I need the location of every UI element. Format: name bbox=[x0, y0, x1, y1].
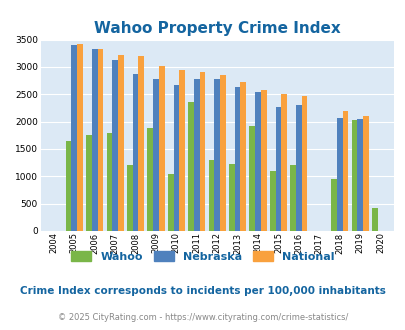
Bar bbox=[77, 44, 83, 231]
Bar bbox=[158, 66, 164, 231]
Bar bbox=[269, 171, 275, 231]
Bar bbox=[351, 120, 356, 231]
Bar bbox=[106, 133, 112, 231]
Bar bbox=[71, 45, 77, 231]
Bar bbox=[92, 49, 97, 231]
Bar bbox=[342, 111, 347, 231]
Bar bbox=[356, 119, 362, 231]
Bar bbox=[371, 208, 377, 231]
Text: Crime Index corresponds to incidents per 100,000 inhabitants: Crime Index corresponds to incidents per… bbox=[20, 286, 385, 296]
Bar bbox=[281, 94, 286, 231]
Text: © 2025 CityRating.com - https://www.cityrating.com/crime-statistics/: © 2025 CityRating.com - https://www.city… bbox=[58, 313, 347, 322]
Bar bbox=[179, 70, 185, 231]
Bar bbox=[127, 165, 132, 231]
Bar bbox=[194, 79, 199, 231]
Bar bbox=[138, 56, 144, 231]
Bar bbox=[290, 165, 295, 231]
Bar bbox=[336, 117, 342, 231]
Bar bbox=[234, 87, 240, 231]
Bar bbox=[132, 74, 138, 231]
Bar bbox=[112, 60, 118, 231]
Bar bbox=[240, 82, 245, 231]
Bar bbox=[228, 164, 234, 231]
Bar bbox=[199, 72, 205, 231]
Title: Wahoo Property Crime Index: Wahoo Property Crime Index bbox=[94, 21, 340, 36]
Bar bbox=[362, 116, 368, 231]
Bar bbox=[330, 179, 336, 231]
Bar bbox=[86, 135, 92, 231]
Bar bbox=[214, 79, 220, 231]
Bar bbox=[220, 75, 225, 231]
Bar bbox=[167, 174, 173, 231]
Bar bbox=[275, 107, 281, 231]
Bar bbox=[147, 128, 153, 231]
Bar bbox=[153, 79, 158, 231]
Bar bbox=[188, 103, 194, 231]
Bar bbox=[260, 90, 266, 231]
Bar bbox=[301, 96, 307, 231]
Bar bbox=[97, 49, 103, 231]
Bar bbox=[208, 160, 214, 231]
Legend: Wahoo, Nebraska, National: Wahoo, Nebraska, National bbox=[67, 247, 338, 266]
Bar bbox=[173, 85, 179, 231]
Bar bbox=[118, 55, 124, 231]
Bar bbox=[249, 126, 255, 231]
Bar bbox=[66, 141, 71, 231]
Bar bbox=[255, 91, 260, 231]
Bar bbox=[295, 105, 301, 231]
